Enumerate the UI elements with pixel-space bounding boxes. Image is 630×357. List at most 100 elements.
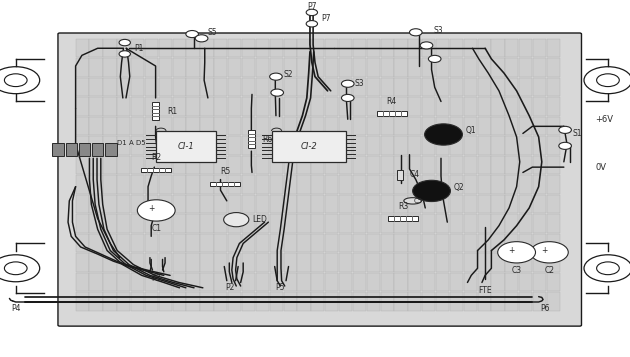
Bar: [270, 117, 283, 135]
Bar: [103, 58, 117, 77]
Bar: [76, 234, 89, 252]
Bar: [131, 78, 144, 96]
Bar: [339, 78, 352, 96]
Bar: [491, 97, 505, 116]
Bar: [131, 195, 144, 213]
Bar: [173, 97, 186, 116]
Bar: [186, 273, 200, 291]
Text: R4: R4: [387, 97, 397, 106]
Bar: [159, 39, 172, 57]
Bar: [311, 214, 324, 233]
Bar: [491, 214, 505, 233]
Bar: [339, 195, 352, 213]
Bar: [394, 117, 408, 135]
Bar: [478, 97, 491, 116]
Bar: [131, 253, 144, 272]
Bar: [145, 97, 158, 116]
Bar: [284, 273, 297, 291]
Bar: [394, 175, 408, 194]
Bar: [228, 78, 241, 96]
Bar: [131, 175, 144, 194]
Bar: [117, 195, 130, 213]
Bar: [394, 253, 408, 272]
Bar: [214, 273, 227, 291]
Bar: [408, 39, 421, 57]
Text: S3: S3: [433, 26, 443, 35]
Bar: [145, 58, 158, 77]
Text: C1: C1: [151, 224, 161, 233]
Bar: [450, 214, 463, 233]
Bar: [533, 234, 546, 252]
Text: R2: R2: [151, 154, 161, 162]
Bar: [76, 292, 89, 311]
Bar: [491, 175, 505, 194]
Bar: [367, 39, 380, 57]
Bar: [186, 292, 200, 311]
Bar: [89, 156, 103, 174]
Bar: [159, 292, 172, 311]
Circle shape: [413, 180, 450, 202]
Bar: [270, 175, 283, 194]
Bar: [450, 195, 463, 213]
Text: R6: R6: [263, 135, 273, 144]
Bar: [422, 39, 435, 57]
Circle shape: [186, 30, 198, 37]
Bar: [117, 136, 130, 155]
Bar: [214, 195, 227, 213]
Bar: [76, 156, 89, 174]
Bar: [270, 58, 283, 77]
Bar: [117, 175, 130, 194]
Text: P4: P4: [11, 305, 21, 313]
Bar: [159, 214, 172, 233]
Bar: [89, 117, 103, 135]
Bar: [367, 214, 380, 233]
Circle shape: [306, 9, 318, 16]
Bar: [325, 253, 338, 272]
Bar: [228, 253, 241, 272]
Text: R5: R5: [220, 167, 230, 176]
Circle shape: [584, 67, 630, 94]
Bar: [547, 136, 560, 155]
Bar: [519, 136, 532, 155]
Bar: [353, 273, 366, 291]
Bar: [339, 253, 352, 272]
Bar: [131, 97, 144, 116]
Bar: [450, 292, 463, 311]
Circle shape: [420, 42, 433, 49]
Bar: [505, 273, 518, 291]
Bar: [367, 234, 380, 252]
Bar: [436, 156, 449, 174]
Bar: [533, 195, 546, 213]
Bar: [76, 273, 89, 291]
Bar: [491, 136, 505, 155]
Bar: [159, 97, 172, 116]
Bar: [478, 58, 491, 77]
Bar: [408, 58, 421, 77]
Bar: [76, 214, 89, 233]
Bar: [339, 39, 352, 57]
Bar: [186, 58, 200, 77]
Bar: [450, 156, 463, 174]
Bar: [117, 234, 130, 252]
Bar: [367, 292, 380, 311]
Bar: [103, 234, 117, 252]
Bar: [381, 292, 394, 311]
Circle shape: [341, 80, 354, 87]
Bar: [214, 58, 227, 77]
Bar: [117, 273, 130, 291]
Bar: [256, 195, 269, 213]
Bar: [533, 58, 546, 77]
Bar: [173, 175, 186, 194]
Bar: [325, 58, 338, 77]
Circle shape: [530, 242, 568, 263]
Bar: [339, 58, 352, 77]
Circle shape: [0, 67, 40, 94]
Bar: [408, 214, 421, 233]
Bar: [131, 234, 144, 252]
Bar: [228, 292, 241, 311]
Bar: [145, 253, 158, 272]
Bar: [156, 131, 215, 162]
Bar: [186, 117, 200, 135]
Bar: [89, 175, 103, 194]
Bar: [422, 175, 435, 194]
